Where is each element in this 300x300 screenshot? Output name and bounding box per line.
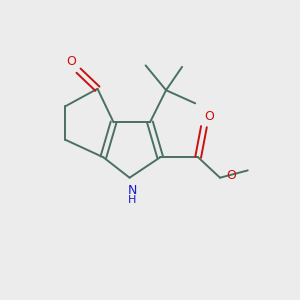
Text: N: N (128, 184, 137, 196)
Text: O: O (226, 169, 236, 182)
Text: O: O (204, 110, 214, 123)
Text: O: O (66, 55, 76, 68)
Text: H: H (128, 195, 137, 205)
